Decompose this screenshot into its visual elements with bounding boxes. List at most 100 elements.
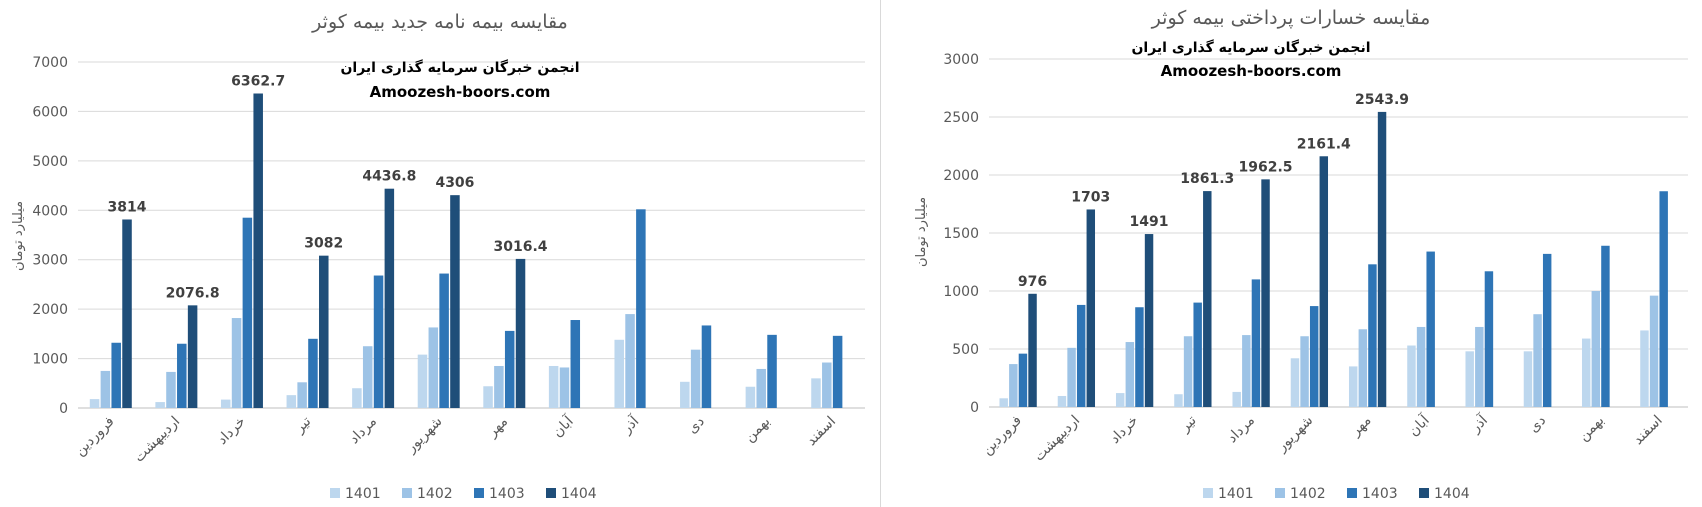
data-label: 1703 <box>1071 189 1110 205</box>
data-label: 6362.7 <box>231 74 285 90</box>
bar-1402 <box>1009 364 1018 407</box>
bar-1401 <box>548 365 559 408</box>
data-label: 3082 <box>304 236 343 252</box>
x-tick-label: فروردین <box>72 414 118 460</box>
bar-1402 <box>1242 335 1251 407</box>
legend-label: 1403 <box>1362 486 1398 502</box>
bar-1402 <box>231 318 242 408</box>
bar-1401 <box>1348 366 1358 407</box>
data-label: 2161.4 <box>1297 136 1351 152</box>
legend-label: 1401 <box>345 486 381 502</box>
x-tick-label: اردیبهشت <box>131 414 183 466</box>
legend-swatch <box>1347 488 1357 498</box>
watermark-title: انجمن خبرگان سرمایه گذاری ایران <box>1131 39 1370 56</box>
bar-1403 <box>1018 353 1028 407</box>
bar-1403 <box>767 334 777 408</box>
x-tick-label: آذر <box>618 412 643 437</box>
bar-1403 <box>504 330 515 408</box>
bar-1402 <box>1649 295 1659 407</box>
bar-1402 <box>1358 329 1368 407</box>
bar-1402 <box>1300 336 1309 407</box>
x-tick-label: فروردین <box>979 413 1025 459</box>
y-tick-label: 1000 <box>943 284 979 300</box>
data-label: 2076.8 <box>166 285 220 301</box>
bar-1403 <box>111 342 121 408</box>
watermark-url: Amoozesh-boors.com <box>1161 62 1342 80</box>
bar-1401 <box>352 388 362 408</box>
x-tick-label: تیر <box>1176 412 1199 435</box>
bar-1401 <box>220 399 231 408</box>
legend-swatch <box>474 488 484 498</box>
y-tick-label: 0 <box>970 400 979 416</box>
bar-1403 <box>636 209 646 408</box>
x-tick-label: اسفند <box>803 414 839 450</box>
bar-1402 <box>100 370 111 408</box>
bar-1402 <box>822 362 832 408</box>
data-label: 2543.9 <box>1355 92 1409 108</box>
bar-1401 <box>1057 395 1067 407</box>
chart-title: مقایسه خسارات پرداختی بیمه کوثر <box>1151 7 1431 29</box>
bar-1404 <box>515 258 526 408</box>
bar-1401 <box>1465 351 1474 407</box>
watermark-url: Amoozesh-boors.com <box>370 83 551 101</box>
bar-1401 <box>614 339 624 408</box>
bar-1402 <box>1183 336 1193 407</box>
x-tick-label: اردیبهشت <box>1031 413 1083 465</box>
y-tick-label: 1500 <box>943 226 979 242</box>
bar-1404 <box>1261 179 1270 407</box>
bar-1402 <box>1533 314 1542 407</box>
bar-1404 <box>122 219 132 408</box>
bar-1403 <box>308 338 318 408</box>
bar-1402 <box>1591 291 1601 407</box>
bar-1401 <box>680 381 690 408</box>
y-tick-label: 2000 <box>943 168 979 184</box>
bar-1402 <box>362 346 373 408</box>
y-tick-label: 6000 <box>32 104 68 120</box>
bar-1403 <box>1659 191 1668 407</box>
data-label: 1962.5 <box>1239 159 1293 175</box>
data-label: 3814 <box>108 199 147 215</box>
y-tick-label: 2500 <box>943 110 979 126</box>
bar-1404 <box>1086 209 1096 407</box>
bar-1401 <box>1640 330 1649 407</box>
bar-1404 <box>1203 191 1212 407</box>
bar-1402 <box>756 368 766 408</box>
x-tick-label: مرداد <box>1224 413 1258 447</box>
bar-1401 <box>1115 393 1125 407</box>
bar-1403 <box>1484 271 1494 407</box>
bar-1403 <box>1309 306 1319 407</box>
bar-1401 <box>286 395 297 408</box>
legend-label: 1402 <box>1290 486 1326 502</box>
bar-1403 <box>439 273 449 408</box>
bar-1404 <box>450 195 460 408</box>
bar-1403 <box>1076 304 1086 407</box>
y-tick-label: 3000 <box>32 253 68 269</box>
x-tick-label: آذر <box>1466 411 1491 436</box>
legend-swatch <box>546 488 556 498</box>
legend-label: 1403 <box>489 486 525 502</box>
bar-1402 <box>1125 342 1135 407</box>
bar-1401 <box>89 399 100 408</box>
x-tick-label: آبان <box>1405 411 1434 440</box>
chart-divider <box>880 0 881 507</box>
bar-1403 <box>1601 245 1610 407</box>
legend-label: 1404 <box>1434 486 1470 502</box>
y-tick-label: 0 <box>59 401 68 417</box>
chart-new-policies: مقایسه بیمه نامه جدید بیمه کوثر 0 1000 2000… <box>11 11 865 502</box>
bar-1404 <box>253 93 263 409</box>
legend-label: 1402 <box>417 486 453 502</box>
bar-1402 <box>494 365 504 408</box>
bar-1401 <box>811 378 821 408</box>
bar-1402 <box>690 349 701 408</box>
y-tick-label: 7000 <box>32 55 68 71</box>
legend-label: 1404 <box>561 486 597 502</box>
data-label: 1861.3 <box>1180 171 1234 187</box>
bar-1402 <box>1067 347 1076 407</box>
legend-swatch <box>330 488 340 498</box>
bar-1401 <box>1581 338 1591 407</box>
bar-1401 <box>1407 345 1416 407</box>
bar-1404 <box>1144 234 1154 407</box>
bar-1403 <box>832 335 843 408</box>
bar-1403 <box>570 320 581 408</box>
